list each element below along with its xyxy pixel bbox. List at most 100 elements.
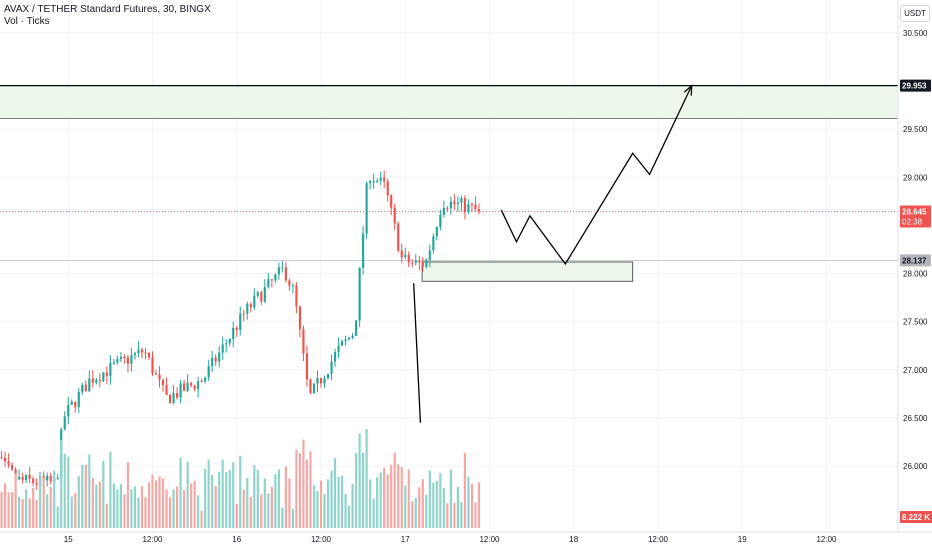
candle-body <box>383 177 386 182</box>
volume-bar <box>365 429 368 528</box>
candle-body <box>277 267 280 275</box>
volume-bar <box>309 451 312 528</box>
volume-bar <box>39 472 42 528</box>
volume-bar <box>172 489 175 528</box>
candle-body <box>407 254 410 263</box>
volume-bar <box>302 439 305 528</box>
candle-body <box>197 381 200 389</box>
candle-body <box>470 203 474 205</box>
volume-bar <box>270 486 273 528</box>
time-tick-label: 15 <box>64 535 73 544</box>
price-tick-label: 28.000 <box>903 270 928 279</box>
volume-tag-bg <box>900 511 932 523</box>
candle-body <box>397 223 400 251</box>
volume-bar <box>133 486 137 528</box>
volume-bar <box>98 481 101 528</box>
support-price-tag-bg <box>900 254 931 267</box>
volume-bar <box>407 469 410 528</box>
chart-legend: AVAX / TETHER Standard Futures, 30, BING… <box>4 4 211 28</box>
candle-body <box>98 379 101 382</box>
candle-body <box>477 209 481 212</box>
candle-body <box>456 202 459 204</box>
volume-bar <box>439 473 442 528</box>
volume-bar <box>298 453 302 528</box>
volume-bar <box>144 497 147 528</box>
candle-body <box>453 201 456 204</box>
volume-bar <box>53 474 56 528</box>
candle-body <box>175 393 179 398</box>
candle-body <box>214 357 217 362</box>
candle-body <box>344 339 347 342</box>
volume-bar <box>411 501 414 528</box>
volume-bar <box>10 492 14 528</box>
candle-body <box>463 198 467 213</box>
volume-bar <box>477 482 481 528</box>
volume-bar <box>105 503 108 528</box>
candle-body <box>439 214 442 228</box>
volume-bar <box>460 502 463 528</box>
candle-body <box>270 279 273 281</box>
candle-body <box>246 303 249 314</box>
forecast-path <box>500 85 693 266</box>
volume-bar <box>295 449 298 528</box>
time-tick-label: 12:00 <box>648 535 669 544</box>
candle-body <box>274 274 277 281</box>
time-tick-label: 12:00 <box>816 535 837 544</box>
volume-bar <box>383 467 386 528</box>
candle-body <box>288 280 291 286</box>
candle-body <box>323 378 326 384</box>
last-price-tag-bg <box>900 205 931 228</box>
volume-bar <box>183 490 186 528</box>
candle-body <box>211 357 214 367</box>
volume-tag: 8.222 K <box>902 513 930 522</box>
candle-body <box>172 393 175 403</box>
candle-body <box>190 382 193 386</box>
volume-bar <box>200 510 203 528</box>
candle-body <box>400 250 403 258</box>
volume-bar <box>91 478 94 528</box>
candle-body <box>221 344 224 353</box>
candle-body <box>119 356 122 359</box>
volume-bar <box>400 466 403 528</box>
candle-body <box>200 381 203 383</box>
candle-body <box>183 383 186 391</box>
candle-body <box>228 338 231 344</box>
candle-body <box>130 355 133 364</box>
volume-bar <box>186 461 189 528</box>
candle-body <box>435 227 438 237</box>
volume-bar <box>137 497 140 528</box>
candle-body <box>298 306 302 330</box>
volume-bar <box>242 489 245 528</box>
volume-bar <box>453 502 456 528</box>
candle-body <box>123 356 126 358</box>
volume-bar <box>333 458 337 528</box>
candle-body <box>291 285 295 287</box>
candle-body <box>10 464 14 470</box>
volume-bar <box>0 491 3 528</box>
candle-body <box>411 262 414 264</box>
drop-trend-line <box>413 283 422 423</box>
symbol-title: AVAX / TETHER Standard Futures, 30, BING… <box>4 4 211 15</box>
time-tick-label: 19 <box>738 535 747 544</box>
currency-badge[interactable]: USDT <box>900 5 930 22</box>
time-tick-label: 12:00 <box>479 535 500 544</box>
candle-body <box>442 207 445 215</box>
volume-bar <box>49 486 52 528</box>
volume-bar <box>316 491 319 528</box>
volume-bar <box>63 453 66 528</box>
candle-body <box>355 320 358 336</box>
candle-body <box>305 353 309 380</box>
candle-body <box>263 287 266 302</box>
candle-body <box>358 267 361 321</box>
candle-body <box>425 259 428 267</box>
candle-body <box>256 292 259 296</box>
candle-body <box>312 383 316 394</box>
volume-bar <box>102 461 105 528</box>
candle-body <box>414 260 417 264</box>
volume-bar <box>386 474 389 528</box>
candle-body <box>319 377 323 384</box>
volume-bar <box>67 456 70 528</box>
volume-bar <box>123 494 126 528</box>
